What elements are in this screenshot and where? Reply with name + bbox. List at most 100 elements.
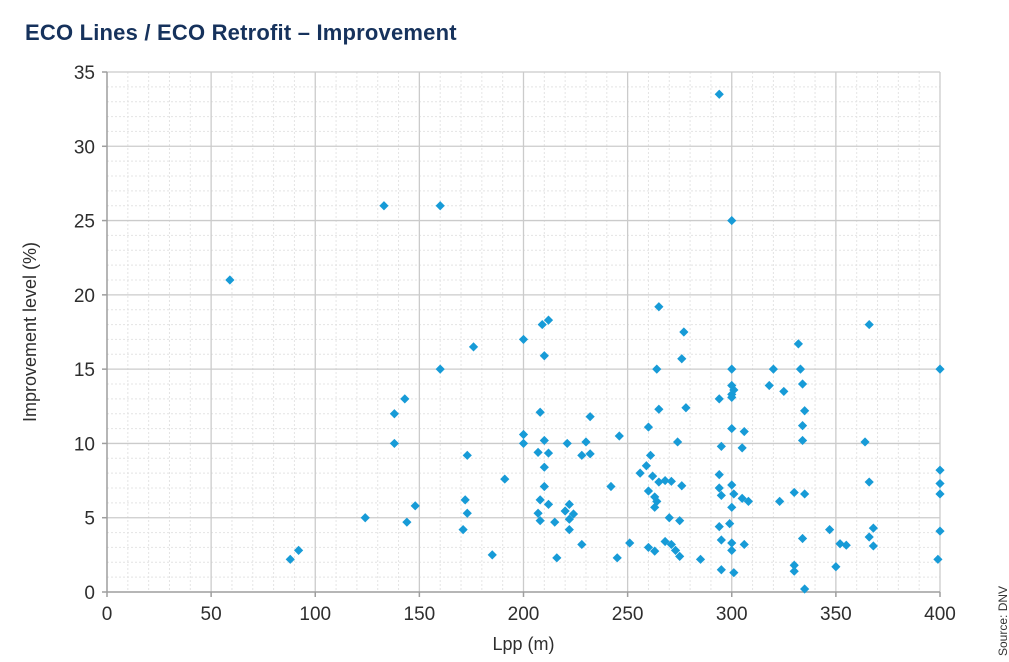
- data-point: [537, 319, 547, 330]
- data-point: [562, 438, 572, 449]
- data-point: [935, 526, 945, 536]
- data-point: [652, 364, 662, 374]
- y-tick-label: 15: [74, 360, 95, 381]
- data-point: [518, 438, 529, 449]
- data-point: [714, 522, 724, 532]
- data-point: [650, 492, 660, 502]
- data-point: [727, 502, 737, 512]
- data-point: [935, 478, 945, 489]
- data-point: [864, 319, 874, 330]
- data-point: [670, 545, 681, 555]
- data-point: [635, 468, 645, 478]
- data-point: [500, 474, 510, 484]
- data-point: [768, 364, 778, 374]
- data-point: [543, 315, 554, 325]
- data-point: [435, 364, 445, 374]
- data-point: [681, 403, 691, 413]
- data-point: [716, 441, 726, 451]
- data-point: [410, 501, 420, 511]
- x-tick-label: 250: [612, 604, 644, 625]
- data-point: [797, 421, 808, 431]
- data-point: [435, 201, 445, 211]
- data-point: [825, 525, 835, 535]
- data-point: [716, 565, 726, 575]
- data-point: [643, 422, 654, 432]
- data-point: [714, 89, 724, 99]
- data-point: [389, 409, 399, 419]
- data-point: [400, 394, 410, 404]
- data-point: [533, 447, 543, 457]
- data-point: [935, 364, 945, 374]
- data-point: [564, 514, 574, 524]
- data-point: [675, 516, 685, 526]
- data-point: [606, 481, 616, 492]
- data-point: [775, 496, 785, 506]
- data-point: [789, 560, 799, 570]
- data-point: [860, 437, 870, 447]
- source-label: Source: DNV: [996, 585, 1009, 656]
- x-tick-label: 300: [716, 604, 748, 625]
- y-tick-label: 5: [84, 509, 95, 530]
- data-point: [518, 429, 529, 440]
- data-point: [727, 392, 737, 402]
- data-point: [543, 448, 554, 458]
- data-point: [518, 334, 529, 345]
- data-point: [660, 475, 670, 486]
- x-tick-label: 400: [924, 604, 956, 625]
- x-axis-label: Lpp (m): [492, 634, 554, 654]
- data-point: [727, 545, 737, 555]
- data-point: [664, 513, 674, 523]
- data-point: [716, 490, 726, 501]
- x-tick-label: 0: [102, 604, 113, 625]
- data-point: [652, 496, 662, 506]
- y-axis-label: Improvement level (%): [20, 242, 40, 422]
- x-tick-label: 50: [201, 604, 222, 625]
- data-point: [539, 351, 549, 361]
- y-tick-label: 30: [74, 137, 95, 158]
- data-point: [535, 516, 545, 526]
- data-point: [935, 465, 945, 475]
- data-point: [727, 364, 737, 374]
- data-point: [402, 517, 412, 527]
- data-point: [533, 508, 543, 518]
- data-point: [729, 385, 739, 395]
- data-point: [650, 502, 660, 512]
- data-point: [666, 476, 676, 486]
- data-point: [727, 538, 737, 548]
- data-point: [654, 477, 664, 487]
- data-point: [585, 412, 595, 422]
- data-point: [462, 508, 472, 518]
- data-point: [285, 554, 295, 564]
- data-point: [543, 499, 554, 509]
- data-point: [793, 339, 803, 349]
- data-point: [864, 532, 874, 542]
- data-point: [487, 550, 497, 560]
- data-point: [727, 215, 737, 226]
- data-point: [716, 535, 726, 545]
- data-point: [739, 539, 749, 550]
- data-point: [737, 493, 747, 503]
- data-point: [835, 539, 845, 549]
- data-point: [800, 584, 810, 594]
- data-point: [360, 513, 370, 523]
- data-point: [679, 327, 689, 337]
- y-tick-label: 25: [74, 212, 95, 233]
- data-point: [729, 568, 739, 578]
- data-point: [650, 546, 660, 556]
- data-point: [535, 495, 545, 505]
- data-point: [550, 517, 560, 527]
- data-point: [868, 523, 878, 533]
- data-point: [797, 533, 808, 544]
- y-tick-label: 20: [74, 286, 95, 307]
- x-tick-label: 350: [820, 604, 852, 625]
- data-point: [654, 302, 664, 312]
- data-point: [581, 437, 591, 447]
- data-point: [831, 562, 841, 572]
- data-point: [737, 443, 747, 453]
- data-point: [677, 354, 687, 364]
- x-tick-label: 200: [508, 604, 540, 625]
- data-point: [564, 499, 574, 509]
- data-point: [614, 431, 624, 441]
